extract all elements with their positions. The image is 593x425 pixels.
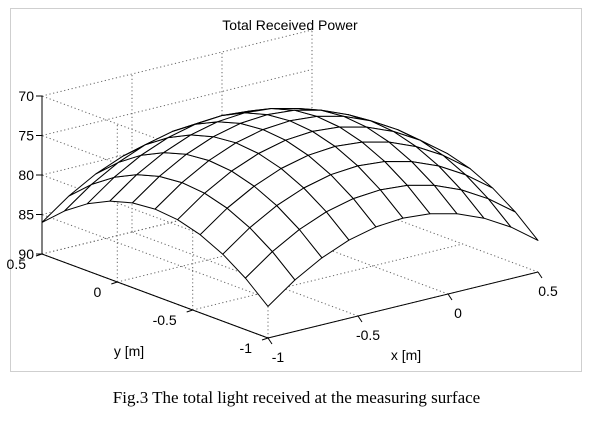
y-tick-mark [261,337,269,341]
axes-layer [35,95,543,345]
x-tick-label: -1 [272,349,285,365]
x-tick-mark [537,271,543,279]
z-tick-label: 90 [18,246,34,262]
surface-plot: -1 -0.5 0 0.5 -1 -0.5 0 0.5 70 75 80 85 90 Total Rec… [7,17,558,365]
x-tick-label: -0.5 [356,327,380,343]
z-tick-label: 85 [18,207,34,223]
surface-patch [487,198,539,241]
surface-mesh [41,108,539,307]
x-axis-label: x [m] [391,347,421,363]
y-tick-label: -1 [240,340,253,356]
figure-caption: Fig.3 The total light received at the me… [112,388,481,407]
chart-title: Total Received Power [222,17,358,33]
floor-y-gridline [117,215,388,283]
y-tick-label: 0 [94,284,102,300]
tick-labels-layer: -1 -0.5 0 0.5 -1 -0.5 0 0.5 70 75 80 85 90 [7,88,558,365]
x-tick-label: 0 [454,305,462,321]
y-tick-label: 0.5 [7,256,27,272]
back-wall-z-gridline [41,69,313,136]
z-tick-label: 75 [18,128,34,144]
x-tick-mark [267,337,273,345]
y-tick-mark [186,309,193,313]
back-wall-z-gridline [41,108,313,176]
z-tick-label: 80 [18,167,34,183]
back-wall-z-gridline [41,29,313,97]
y-axis-label: y [m] [114,343,144,359]
y-tick-mark [111,281,118,285]
floor-y-gridline [41,187,313,255]
floor-y-gridline [192,243,463,311]
z-tick-label: 70 [18,88,34,104]
y-axis-line [41,253,269,339]
x-tick-mark [357,315,363,323]
x-tick-label: 0.5 [538,283,558,299]
x-axis-line [267,271,539,339]
x-tick-mark [447,293,453,301]
y-tick-label: -0.5 [153,312,177,328]
